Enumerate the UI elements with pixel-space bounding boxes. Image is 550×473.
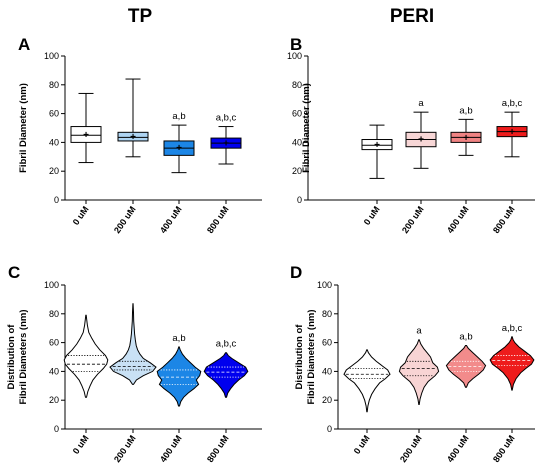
- y-tick-label: 100: [317, 280, 332, 290]
- significance-label: a,b: [172, 333, 185, 344]
- x-category-label: 0 uM: [71, 204, 91, 227]
- x-category-label: 800 uM: [491, 204, 517, 235]
- mean-marker: +: [223, 139, 229, 150]
- significance-label: a,b: [459, 331, 472, 342]
- y-axis-title-line: Fibril Diameters (nm): [18, 309, 29, 404]
- y-tick-label: 80: [49, 80, 59, 90]
- box: [117, 131, 149, 142]
- mean-marker: +: [374, 140, 380, 151]
- panel-letter: C: [8, 263, 20, 282]
- y-tick-label: 20: [49, 395, 59, 405]
- x-category-label: 200 uM: [400, 204, 426, 235]
- x-category-label: 400 uM: [445, 204, 471, 235]
- mean-marker: +: [463, 133, 469, 144]
- y-tick-label: 60: [49, 338, 59, 348]
- y-axis-title-line: Distribution of: [294, 324, 305, 390]
- box: [361, 139, 393, 151]
- y-tick-label: 80: [292, 80, 302, 90]
- y-tick-label: 80: [322, 309, 332, 319]
- panel-d: D 0 20 40 60 80 100 Distribution ofFibril Diame…: [290, 263, 535, 464]
- x-category-label: 400 uM: [158, 433, 184, 464]
- y-tick-label: 0: [327, 424, 332, 434]
- y-tick-label: 20: [292, 166, 302, 176]
- mean-marker: +: [83, 130, 89, 141]
- y-axis-title-line: Distribution of: [6, 324, 17, 390]
- y-tick-label: 0: [54, 195, 59, 205]
- violin-body: [156, 346, 202, 407]
- panel-letter: A: [18, 35, 30, 54]
- x-category-label: 200 uM: [112, 204, 138, 235]
- x-category-label: 0 uM: [71, 433, 91, 456]
- significance-label: a: [418, 98, 424, 109]
- y-axis-title: Fibril Diameter (nm): [301, 83, 312, 173]
- violin-body: [398, 339, 440, 405]
- violin-body: [203, 352, 249, 398]
- y-tick-label: 40: [49, 137, 59, 147]
- x-category-label: 200 uM: [112, 433, 138, 464]
- y-tick-label: 0: [54, 424, 59, 434]
- x-category-label: 800 uM: [205, 433, 231, 464]
- x-category-label: 400 uM: [158, 204, 184, 235]
- column-title-peri: PERI: [390, 6, 434, 27]
- mean-marker: +: [130, 132, 136, 143]
- significance-label: a,b,c: [216, 113, 237, 124]
- significance-label: a,b,c: [502, 98, 523, 109]
- column-title-tp: TP: [128, 6, 153, 27]
- y-tick-label: 0: [297, 195, 302, 205]
- mean-marker: +: [176, 143, 182, 154]
- y-tick-label: 100: [287, 51, 302, 61]
- x-category-label: 0 uM: [362, 204, 382, 227]
- panel-letter: B: [290, 35, 302, 54]
- significance-label: a,b: [459, 105, 472, 116]
- y-tick-label: 20: [322, 395, 332, 405]
- y-axis-title: Fibril Diameter (nm): [18, 83, 29, 173]
- x-category-label: 400 uM: [445, 433, 471, 464]
- y-tick-label: 80: [49, 309, 59, 319]
- y-axis-title: Distribution ofFibril Diameters (nm): [294, 309, 317, 404]
- mean-marker: +: [418, 134, 424, 145]
- violin-body: [63, 314, 109, 398]
- violin-body: [343, 349, 391, 413]
- y-axis-title: Distribution ofFibril Diameters (nm): [6, 309, 29, 404]
- mean-marker: +: [509, 127, 515, 138]
- y-axis-title-line: Fibril Diameters (nm): [306, 309, 317, 404]
- panel-a: A 0 20 40 60 80 100 Fibril Diameter (nm) 0 uM +20…: [18, 35, 262, 235]
- y-tick-label: 60: [322, 338, 332, 348]
- y-tick-label: 60: [49, 109, 59, 119]
- y-tick-label: 40: [292, 137, 302, 147]
- y-tick-label: 60: [292, 109, 302, 119]
- significance-label: a: [416, 326, 422, 337]
- y-tick-label: 100: [44, 51, 59, 61]
- violin-body: [109, 303, 157, 385]
- y-tick-label: 40: [322, 366, 332, 376]
- panel-c: C 0 20 40 60 80 100 Distribution ofFibril Diame…: [6, 263, 262, 464]
- box: [70, 126, 102, 143]
- significance-label: a,b: [172, 111, 185, 122]
- y-tick-label: 40: [49, 366, 59, 376]
- panel-b: B 0 20 40 60 80 100 Fibril Diameter (nm) 0 uM +20…: [287, 35, 535, 235]
- significance-label: a,b,c: [502, 323, 523, 334]
- x-category-label: 200 uM: [398, 433, 424, 464]
- y-tick-label: 100: [44, 280, 59, 290]
- x-category-label: 800 uM: [491, 433, 517, 464]
- violin-body: [489, 336, 535, 391]
- significance-label: a,b,c: [216, 339, 237, 350]
- panel-letter: D: [290, 263, 302, 282]
- x-category-label: 800 uM: [205, 204, 231, 235]
- x-category-label: 0 uM: [352, 433, 372, 456]
- y-tick-label: 20: [49, 166, 59, 176]
